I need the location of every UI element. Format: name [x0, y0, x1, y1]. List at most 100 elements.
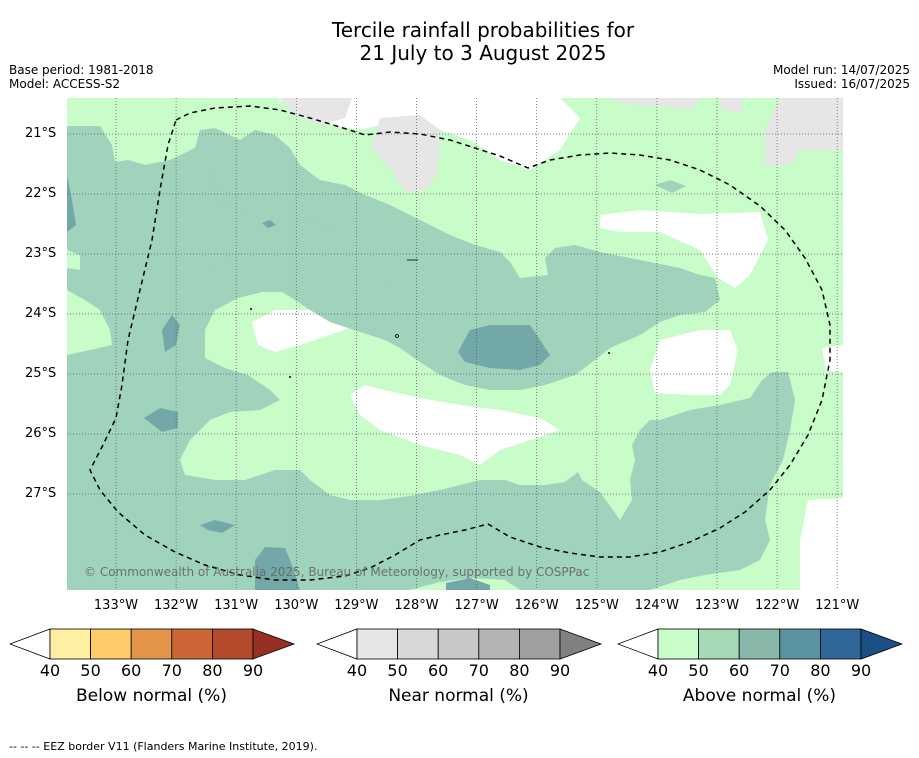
- colorbar-tick: 60: [428, 661, 449, 680]
- colorbar-1: [316, 628, 603, 660]
- island-marker-3: [288, 375, 291, 378]
- lat-label: 26°S: [25, 426, 57, 441]
- white-region-southeast: [650, 330, 738, 395]
- grey-patch-5: [765, 98, 843, 165]
- dark-teal-south-2: [446, 578, 490, 590]
- eez-border: [89, 105, 831, 581]
- colorbar-2: [617, 628, 904, 660]
- lat-label: 27°S: [25, 486, 57, 501]
- island-marker-2: [249, 307, 252, 310]
- colorbar-high-arrow: [559, 628, 603, 660]
- lat-label: 24°S: [25, 306, 57, 321]
- colorbar-tick: 70: [161, 661, 182, 680]
- white-region-southeast-corner: [800, 498, 843, 590]
- lon-label: 130°W: [274, 598, 319, 613]
- colorbar-high-arrow: [860, 628, 904, 660]
- colorbar-cell: [478, 628, 520, 660]
- meta-left: Base period: 1981-2018 Model: ACCESS-S2: [9, 63, 154, 91]
- probability-map: [67, 98, 843, 590]
- lon-label: 126°W: [514, 598, 559, 613]
- colorbar-cell: [518, 628, 561, 660]
- colorbar-cell: [171, 628, 213, 660]
- teal-region-upper: [155, 160, 395, 285]
- colorbar-tick: 70: [468, 661, 489, 680]
- colorbar-tick: 50: [80, 661, 101, 680]
- white-region-north: [278, 98, 580, 170]
- colorbar-low-arrow: [617, 628, 659, 660]
- lat-label: 25°S: [25, 366, 57, 381]
- colorbar-cell: [779, 628, 821, 660]
- lon-label: 131°W: [214, 598, 259, 613]
- colorbar-tick: 80: [509, 661, 530, 680]
- lon-label: 121°W: [815, 598, 860, 613]
- white-region-south: [350, 385, 560, 465]
- colorbar-cell: [356, 628, 398, 660]
- colorbar-tick: 90: [850, 661, 872, 680]
- no-dominant-areas: [67, 98, 843, 590]
- lon-label: 128°W: [394, 598, 439, 613]
- colorbar-cell: [657, 628, 699, 660]
- grey-patch-4: [720, 98, 742, 112]
- colorbar-cell: [130, 628, 173, 660]
- colorbar-title: Near normal (%): [388, 686, 529, 706]
- colorbar-tick: 90: [549, 661, 571, 680]
- dark-teal-tiny: [262, 220, 276, 228]
- model-name: Model: ACCESS-S2: [9, 77, 121, 91]
- colorbar-0: [9, 628, 296, 660]
- colorbar-tick: 40: [346, 661, 368, 680]
- colorbar-tick: 50: [688, 661, 709, 680]
- dark-teal-small-1: [162, 315, 180, 352]
- near-normal-areas: [67, 98, 843, 590]
- gridlines: [67, 98, 843, 590]
- lat-label: 23°S: [25, 246, 57, 261]
- grey-patch-1: [280, 98, 352, 125]
- colorbar-tick: 80: [202, 661, 223, 680]
- meta-right: Model run: 14/07/2025 Issued: 16/07/2025: [773, 63, 910, 91]
- lat-label: 21°S: [25, 126, 57, 141]
- chart-title: Tercile rainfall probabilities for 21 Ju…: [0, 19, 919, 65]
- lon-label: 133°W: [93, 598, 139, 613]
- lon-label: 127°W: [454, 598, 499, 613]
- colorbar-cell: [819, 628, 862, 660]
- above-50-60-areas: [67, 126, 795, 590]
- colorbar-title: Above normal (%): [682, 686, 837, 706]
- lon-label: 125°W: [574, 598, 619, 613]
- copyright-text: © Commonwealth of Australia 2025, Bureau…: [84, 565, 590, 579]
- model-run: Model run: 14/07/2025: [772, 63, 910, 77]
- colorbar-tick: 60: [729, 661, 750, 680]
- colorbar-tick: 80: [810, 661, 831, 680]
- colorbar-title: Below normal (%): [76, 686, 227, 706]
- lon-label: 132°W: [154, 598, 199, 613]
- colorbar-cell: [698, 628, 740, 660]
- colorbar-tick: 40: [647, 661, 669, 680]
- lon-label: 123°W: [694, 598, 740, 613]
- colorbar-cell: [397, 628, 439, 660]
- base-period: Base period: 1981-2018: [9, 63, 154, 77]
- colorbar-tick: 70: [769, 661, 790, 680]
- lat-label: 22°S: [25, 186, 57, 201]
- colorbar-low-arrow: [9, 628, 51, 660]
- lon-label: 122°W: [755, 598, 800, 613]
- colorbar-tick: 60: [121, 661, 142, 680]
- island-marker-1: [395, 334, 399, 338]
- island-marker-4: [608, 351, 611, 354]
- dark-teal-small-2: [144, 408, 178, 432]
- lon-label: 129°W: [334, 598, 379, 613]
- lon-label: 124°W: [634, 598, 679, 613]
- title-line-1: Tercile rainfall probabilities for: [331, 18, 635, 42]
- dark-teal-west-edge: [67, 175, 76, 232]
- colorbar-cell: [738, 628, 781, 660]
- title-line-2: 21 July to 3 August 2025: [359, 41, 607, 65]
- colorbar-tick: 40: [39, 661, 61, 680]
- colorbar-cell: [437, 628, 480, 660]
- colorbar-cell: [49, 628, 91, 660]
- grey-patch-3: [606, 98, 700, 110]
- colorbar-tick: 50: [387, 661, 408, 680]
- colorbar-cell: [211, 628, 254, 660]
- colorbar-tick: 90: [242, 661, 264, 680]
- teal-region-small-east: [655, 180, 686, 193]
- white-region-east-edge: [822, 345, 843, 372]
- colorbar-low-arrow: [316, 628, 358, 660]
- island-markers: [249, 259, 611, 378]
- colorbar-cell: [90, 628, 132, 660]
